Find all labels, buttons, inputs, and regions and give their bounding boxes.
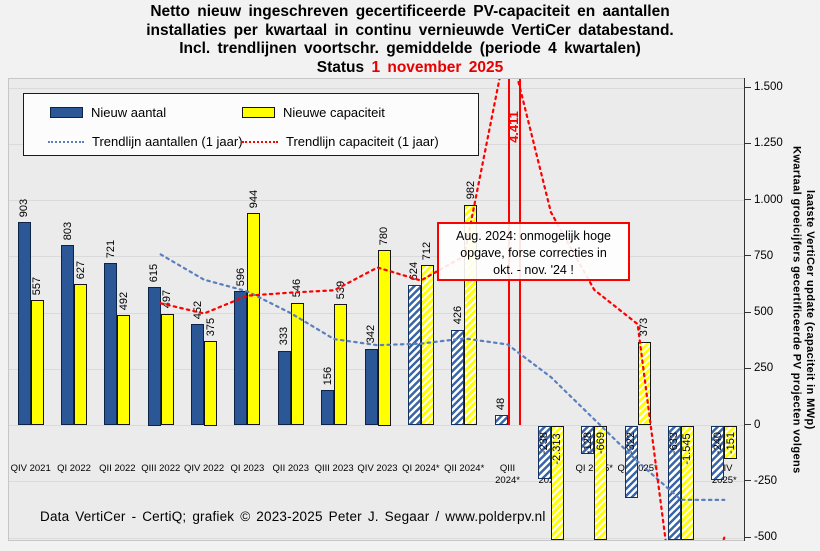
status-label: Status bbox=[316, 58, 365, 76]
bar bbox=[667, 425, 681, 540]
y-axis-tick-label: 1.000 bbox=[754, 193, 783, 206]
annotation-line-2: opgave, forse correcties in bbox=[460, 246, 607, 260]
x-axis-label: QIV 2021 bbox=[10, 463, 51, 474]
gridline bbox=[9, 200, 744, 201]
bar bbox=[277, 350, 291, 426]
bar bbox=[594, 425, 608, 540]
chart-title: Netto nieuw ingeschreven gecertificeerde… bbox=[0, 3, 820, 77]
legend-label-trendlijn-aantallen: Trendlijn aantallen (1 jaar) bbox=[92, 134, 243, 149]
y-axis-tick-label: 1.250 bbox=[754, 137, 783, 150]
title-status-line: Status 1 november 2025 bbox=[0, 59, 820, 78]
bar bbox=[420, 265, 434, 426]
y-axis-tick-mark bbox=[744, 199, 751, 200]
bar bbox=[17, 222, 31, 426]
y-axis-tick-label: 1.500 bbox=[754, 81, 783, 93]
y-axis-line bbox=[744, 78, 745, 541]
bar bbox=[247, 213, 261, 426]
annotation-line-3: okt. - nov. '24 ! bbox=[493, 263, 574, 277]
y-axis-tick-mark bbox=[744, 255, 751, 257]
bar bbox=[451, 329, 465, 426]
y-axis-tick-label: -500 bbox=[754, 531, 778, 543]
bar bbox=[711, 425, 725, 480]
legend-item-trendlijn-capaciteit: Trendlijn capaciteit (1 jaar) bbox=[242, 134, 439, 149]
bar bbox=[377, 250, 391, 426]
bar bbox=[407, 285, 421, 426]
bar bbox=[160, 313, 174, 426]
y-axis-tick-label: 0 bbox=[754, 418, 761, 431]
bar bbox=[364, 348, 378, 426]
y-axis-tick-mark bbox=[744, 367, 751, 369]
legend-label-trendlijn-capaciteit: Trendlijn capaciteit (1 jaar) bbox=[286, 134, 439, 149]
bar bbox=[30, 300, 44, 426]
y-axis-tick-mark bbox=[744, 424, 751, 425]
x-axis-label: QII 2022 bbox=[99, 463, 136, 474]
bar bbox=[61, 244, 75, 426]
bar bbox=[321, 390, 335, 426]
y-axis-tick-mark bbox=[744, 536, 751, 538]
title-line-1: Netto nieuw ingeschreven gecertificeerde… bbox=[150, 3, 670, 20]
y-axis-tick-mark bbox=[744, 86, 751, 88]
bar bbox=[74, 284, 88, 426]
bar bbox=[680, 425, 694, 540]
bar bbox=[147, 287, 161, 426]
y-axis-tick-mark bbox=[744, 480, 751, 482]
gridline bbox=[9, 537, 744, 539]
credit-footer: Data VertiCer - CertiQ; grafiek © 2023-2… bbox=[40, 509, 546, 524]
bar bbox=[234, 291, 248, 426]
y-axis-tick-mark bbox=[744, 311, 751, 313]
red-dotted-line-swatch bbox=[242, 140, 278, 143]
bar bbox=[724, 425, 738, 460]
annotation-box: Aug. 2024: onmogelijk hoge opgave, forse… bbox=[437, 222, 630, 281]
legend-item-nieuw-aantal: Nieuw aantal bbox=[50, 105, 166, 120]
blue-dotted-line-swatch bbox=[48, 140, 84, 143]
bar bbox=[104, 263, 118, 426]
bar bbox=[537, 425, 551, 480]
gridline bbox=[9, 87, 744, 89]
bar bbox=[117, 314, 131, 426]
annotation-line-1: Aug. 2024: onmogelijk hoge bbox=[456, 229, 611, 243]
status-date: 1 november 2025 bbox=[371, 58, 504, 76]
bar bbox=[581, 425, 595, 455]
bar bbox=[204, 341, 218, 426]
y-axis-title-line-2: laatste VertiCer update (capaciteit in M… bbox=[804, 190, 816, 430]
y-axis-tick-label: 750 bbox=[754, 249, 774, 262]
bar bbox=[191, 323, 205, 426]
bar bbox=[290, 302, 304, 426]
y-axis-tick-label: -250 bbox=[754, 474, 778, 487]
legend-label-nieuw-aantal: Nieuw aantal bbox=[91, 105, 167, 120]
title-line-2: installaties per kwartaal in continu ver… bbox=[146, 21, 674, 39]
bar bbox=[494, 414, 508, 426]
title-line-3: Incl. trendlijnen voortschr. gemiddelde … bbox=[179, 40, 641, 57]
y-axis-title-line-1: Kwartaal groeicijfers gecertificeerde PV… bbox=[790, 146, 803, 474]
y-axis-tick-mark bbox=[744, 142, 751, 144]
x-axis-label: QI 2022 bbox=[57, 463, 91, 474]
y-axis-tick-label: 500 bbox=[754, 306, 774, 318]
legend-item-trendlijn-aantallen: Trendlijn aantallen (1 jaar) bbox=[48, 134, 243, 149]
bar bbox=[637, 341, 651, 426]
bar bbox=[550, 425, 564, 540]
legend-label-nieuwe-capaciteit: Nieuwe capaciteit bbox=[283, 105, 385, 120]
yellow-bar-swatch bbox=[242, 107, 275, 118]
blue-bar-swatch bbox=[50, 107, 83, 118]
y-axis-title: Kwartaal groeicijfers gecertificeerde PV… bbox=[789, 80, 817, 540]
legend-item-nieuwe-capaciteit: Nieuwe capaciteit bbox=[242, 105, 385, 120]
legend: Nieuw aantal Nieuwe capaciteit Trendlijn… bbox=[23, 93, 479, 156]
y-axis-tick-label: 250 bbox=[754, 362, 774, 375]
bar bbox=[624, 425, 638, 498]
bar bbox=[334, 304, 348, 426]
